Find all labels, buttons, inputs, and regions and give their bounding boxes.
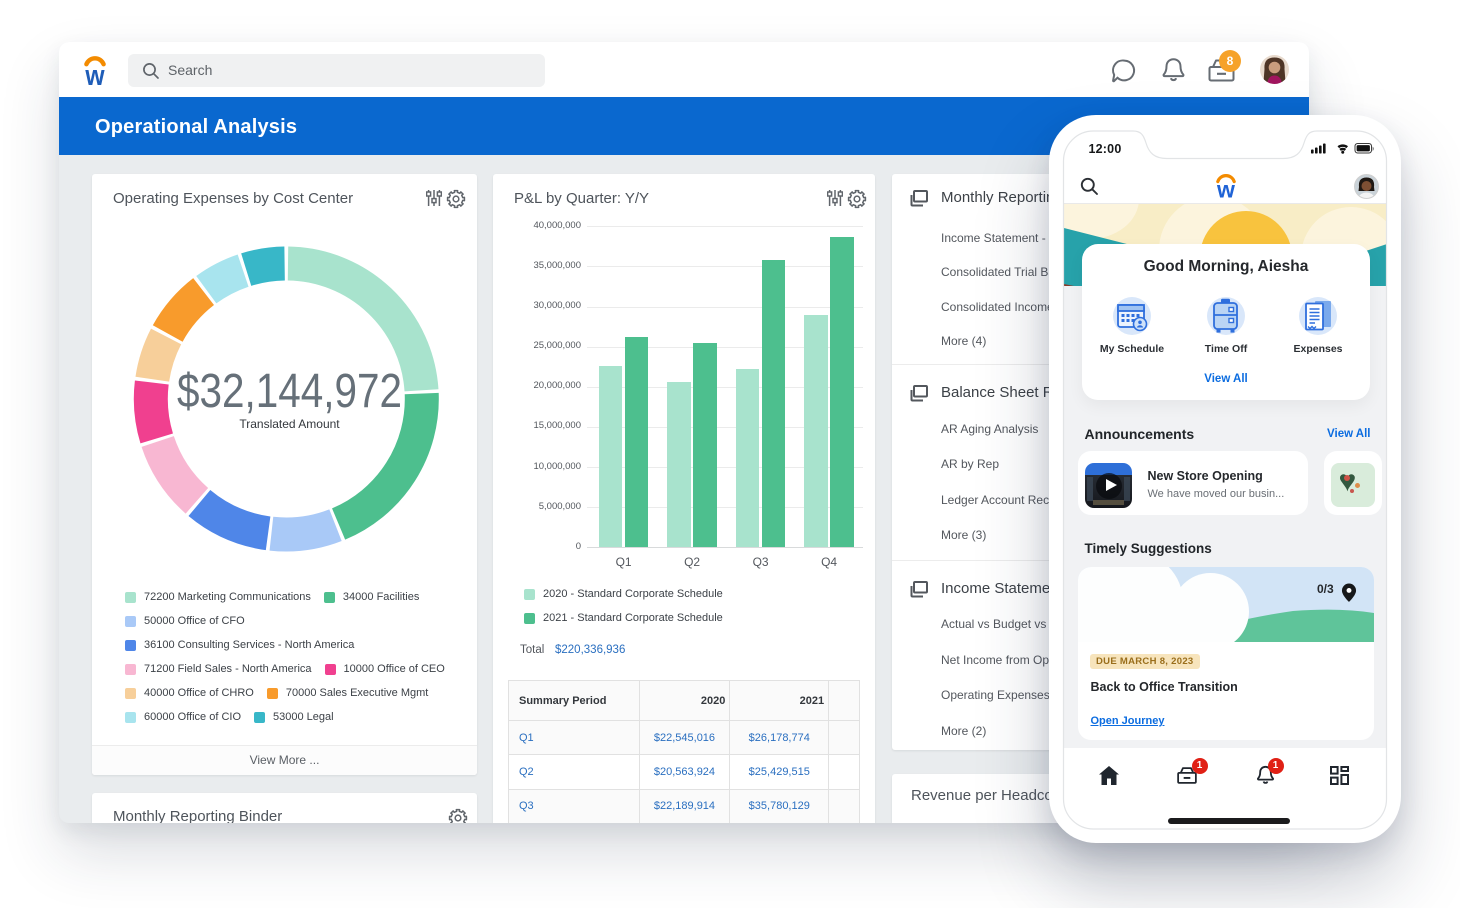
svg-text:w: w	[1216, 177, 1235, 200]
svg-text:w: w	[85, 59, 105, 88]
